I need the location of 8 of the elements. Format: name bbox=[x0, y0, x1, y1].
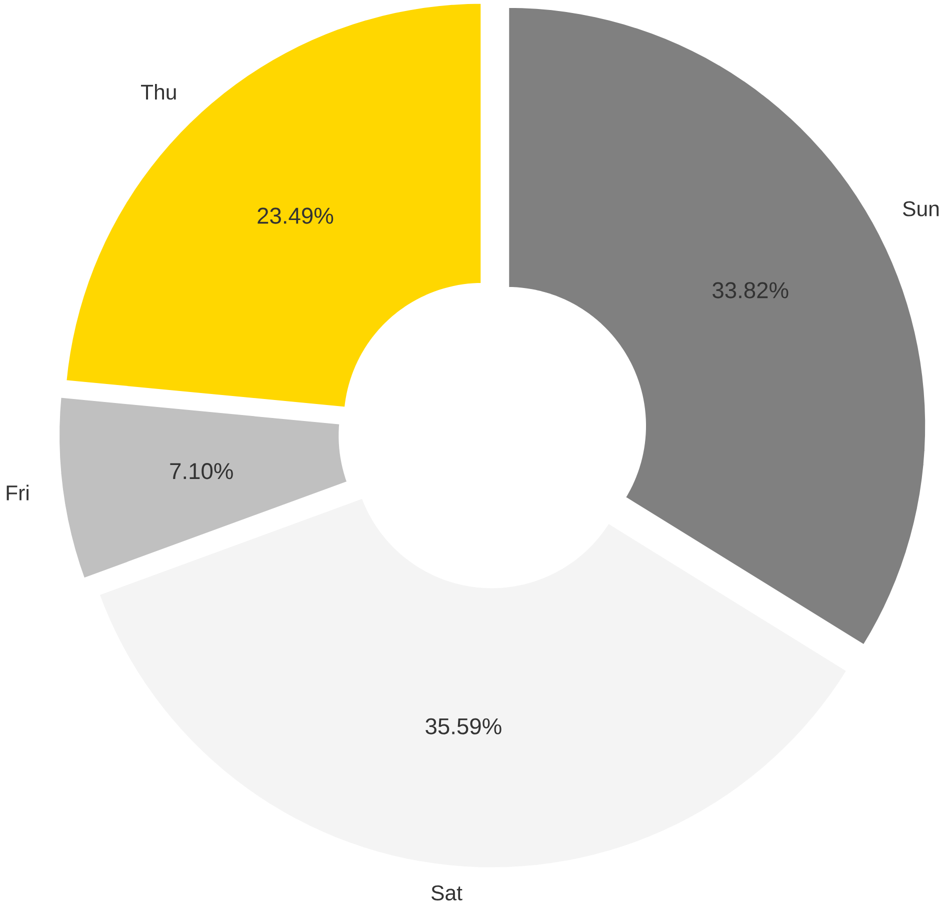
slice-label: Sat bbox=[431, 886, 462, 901]
slice-label: Thu bbox=[141, 84, 176, 100]
slice-label: Sun bbox=[903, 201, 939, 217]
data-label: 23.49% bbox=[258, 208, 334, 224]
data-label: 7.10% bbox=[170, 463, 233, 480]
slice-label: Fri bbox=[6, 485, 28, 500]
data-label: 35.59% bbox=[426, 718, 502, 735]
data-label: 33.82% bbox=[712, 282, 788, 299]
